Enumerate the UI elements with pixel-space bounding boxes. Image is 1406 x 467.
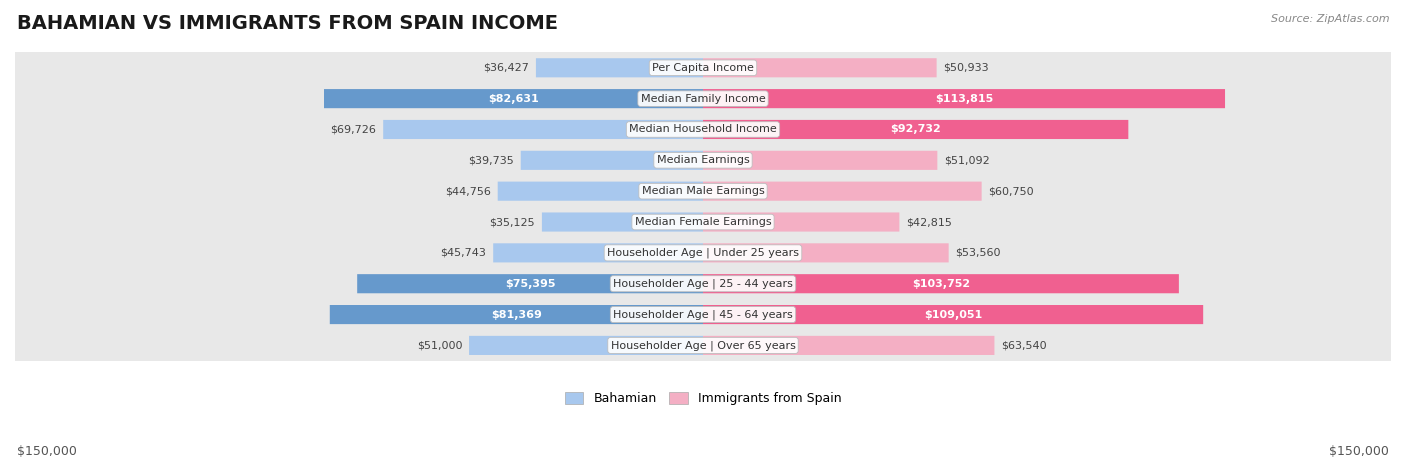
FancyBboxPatch shape <box>6 0 1400 467</box>
Legend: Bahamian, Immigrants from Spain: Bahamian, Immigrants from Spain <box>560 387 846 410</box>
FancyBboxPatch shape <box>703 120 1129 139</box>
Text: Householder Age | Under 25 years: Householder Age | Under 25 years <box>607 248 799 258</box>
FancyBboxPatch shape <box>703 243 949 262</box>
FancyBboxPatch shape <box>6 0 1400 467</box>
FancyBboxPatch shape <box>703 182 981 201</box>
Text: Householder Age | 25 - 44 years: Householder Age | 25 - 44 years <box>613 278 793 289</box>
Text: Per Capita Income: Per Capita Income <box>652 63 754 73</box>
FancyBboxPatch shape <box>703 89 1225 108</box>
Text: $51,000: $51,000 <box>416 340 463 350</box>
FancyBboxPatch shape <box>330 305 703 324</box>
FancyBboxPatch shape <box>703 58 936 78</box>
FancyBboxPatch shape <box>323 89 703 108</box>
Text: $92,732: $92,732 <box>890 125 941 134</box>
Text: Householder Age | 45 - 64 years: Householder Age | 45 - 64 years <box>613 309 793 320</box>
Text: $51,092: $51,092 <box>945 156 990 165</box>
FancyBboxPatch shape <box>703 274 1178 293</box>
FancyBboxPatch shape <box>703 336 994 355</box>
FancyBboxPatch shape <box>498 182 703 201</box>
Text: Median Family Income: Median Family Income <box>641 93 765 104</box>
FancyBboxPatch shape <box>357 274 703 293</box>
Text: $50,933: $50,933 <box>943 63 988 73</box>
FancyBboxPatch shape <box>494 243 703 262</box>
Text: BAHAMIAN VS IMMIGRANTS FROM SPAIN INCOME: BAHAMIAN VS IMMIGRANTS FROM SPAIN INCOME <box>17 14 558 33</box>
FancyBboxPatch shape <box>384 120 703 139</box>
Text: $45,743: $45,743 <box>440 248 486 258</box>
FancyBboxPatch shape <box>6 0 1400 467</box>
Text: Median Female Earnings: Median Female Earnings <box>634 217 772 227</box>
FancyBboxPatch shape <box>703 305 1204 324</box>
Text: $44,756: $44,756 <box>444 186 491 196</box>
FancyBboxPatch shape <box>6 0 1400 467</box>
FancyBboxPatch shape <box>520 151 703 170</box>
Text: $39,735: $39,735 <box>468 156 513 165</box>
Text: $109,051: $109,051 <box>924 310 983 319</box>
FancyBboxPatch shape <box>470 336 703 355</box>
Text: Source: ZipAtlas.com: Source: ZipAtlas.com <box>1271 14 1389 24</box>
Text: $113,815: $113,815 <box>935 93 993 104</box>
Text: Median Household Income: Median Household Income <box>628 125 778 134</box>
Text: Median Male Earnings: Median Male Earnings <box>641 186 765 196</box>
FancyBboxPatch shape <box>703 212 900 232</box>
Text: $53,560: $53,560 <box>956 248 1001 258</box>
Text: $82,631: $82,631 <box>488 93 538 104</box>
FancyBboxPatch shape <box>6 0 1400 467</box>
Text: $36,427: $36,427 <box>484 63 529 73</box>
Text: $103,752: $103,752 <box>912 279 970 289</box>
Text: $60,750: $60,750 <box>988 186 1035 196</box>
Text: $150,000: $150,000 <box>17 445 77 458</box>
Text: Median Earnings: Median Earnings <box>657 156 749 165</box>
Text: Householder Age | Over 65 years: Householder Age | Over 65 years <box>610 340 796 351</box>
Text: $69,726: $69,726 <box>330 125 377 134</box>
FancyBboxPatch shape <box>6 0 1400 467</box>
Text: $75,395: $75,395 <box>505 279 555 289</box>
FancyBboxPatch shape <box>6 0 1400 467</box>
FancyBboxPatch shape <box>6 0 1400 467</box>
FancyBboxPatch shape <box>6 0 1400 467</box>
FancyBboxPatch shape <box>536 58 703 78</box>
Text: $35,125: $35,125 <box>489 217 536 227</box>
Text: $150,000: $150,000 <box>1329 445 1389 458</box>
FancyBboxPatch shape <box>541 212 703 232</box>
FancyBboxPatch shape <box>6 0 1400 467</box>
FancyBboxPatch shape <box>703 151 938 170</box>
Text: $81,369: $81,369 <box>491 310 541 319</box>
Text: $63,540: $63,540 <box>1001 340 1047 350</box>
Text: $42,815: $42,815 <box>907 217 952 227</box>
